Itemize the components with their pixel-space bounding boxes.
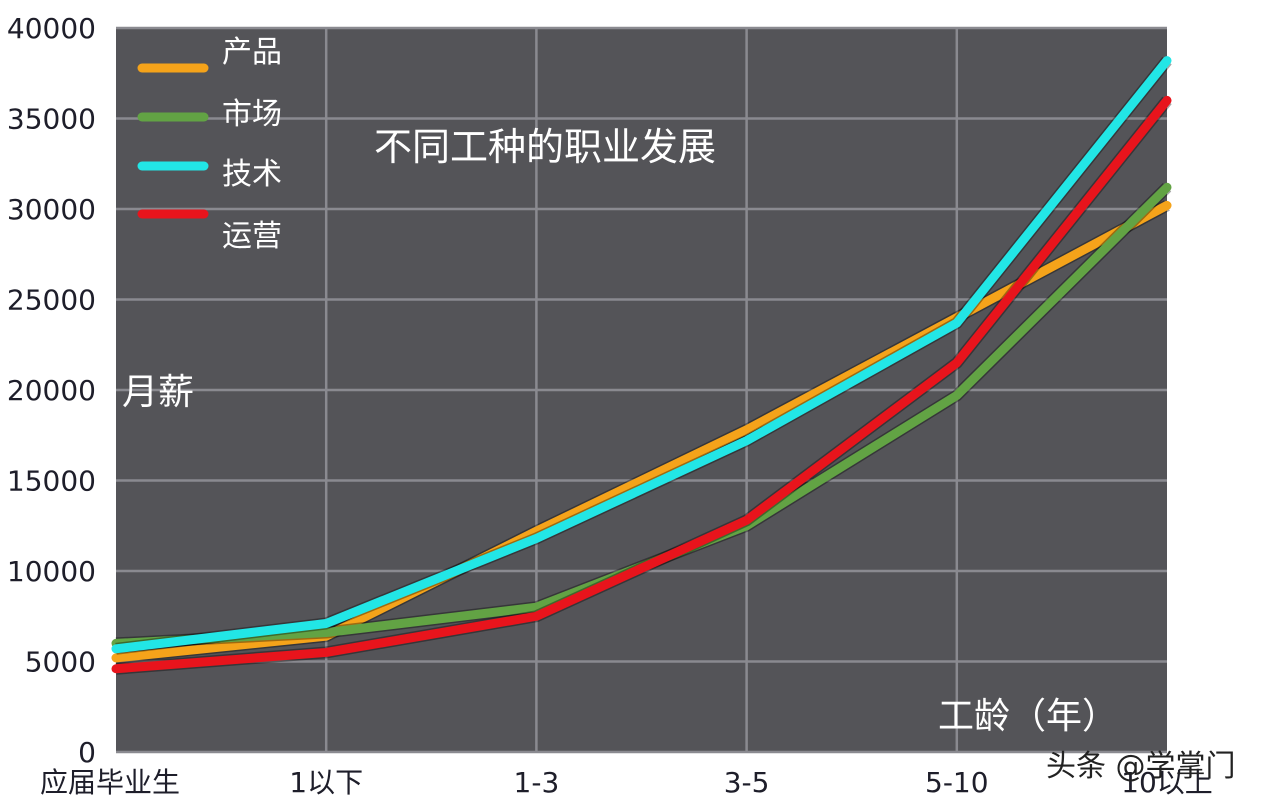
y-tick-label: 40000	[7, 12, 96, 45]
x-tick-label: 5-10	[925, 766, 989, 799]
y-tick-label: 10000	[7, 555, 96, 588]
watermark: 头条 @学掌门	[1046, 749, 1236, 784]
y-tick-label: 5000	[25, 646, 96, 679]
y-tick-label: 30000	[7, 193, 96, 226]
legend-label-product: 产品	[222, 35, 282, 70]
series-line-运营	[111, 95, 1172, 674]
legend-label-ops: 运营	[222, 219, 282, 254]
x-axis-label: 工龄（年）	[938, 696, 1118, 737]
y-tick-label: 25000	[7, 284, 96, 317]
y-tick-label: 0	[78, 736, 96, 769]
series-line-技术	[111, 56, 1172, 654]
y-axis-ticks: 0 5000 10000 15000 20000 25000 30000 35000 40000	[7, 12, 96, 769]
y-tick-label: 15000	[7, 465, 96, 498]
x-tick-label: 1以下	[289, 766, 363, 799]
series-line-产品	[111, 200, 1172, 663]
x-tick-label: 1-3	[514, 766, 560, 799]
y-tick-label: 35000	[7, 103, 96, 136]
chart-title: 不同工种的职业发展	[374, 125, 716, 169]
x-tick-label: 3-5	[724, 766, 770, 799]
x-axis-ticks: 应届毕业生 1以下 1-3 3-5 5-10 10以上	[40, 766, 1213, 799]
y-axis-label: 月薪	[122, 372, 194, 413]
series-lines	[111, 56, 1172, 675]
legend-label-market: 市场	[222, 97, 282, 132]
legend-label-tech: 技术	[222, 157, 282, 192]
y-tick-label: 20000	[7, 374, 96, 407]
legend: 产品 市场 技术 运营	[137, 35, 282, 254]
x-tick-label: 应届毕业生	[40, 766, 180, 799]
x-tick-label: 10以上	[1121, 766, 1213, 799]
